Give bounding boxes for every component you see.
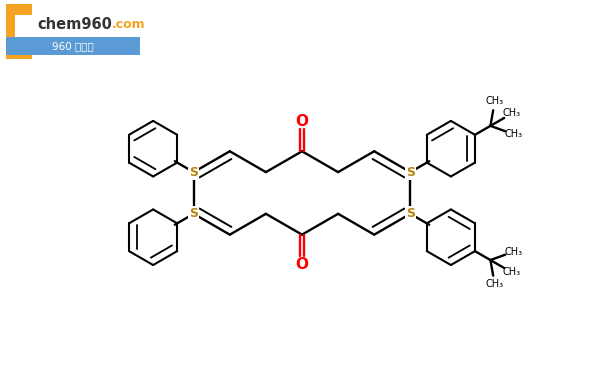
Text: O: O: [295, 257, 309, 272]
Text: S: S: [406, 207, 415, 220]
FancyBboxPatch shape: [6, 37, 140, 55]
Text: CH₃: CH₃: [505, 129, 523, 140]
Text: CH₃: CH₃: [486, 279, 504, 290]
Text: O: O: [295, 114, 309, 129]
Text: 960 化工网: 960 化工网: [52, 41, 94, 51]
Text: CH₃: CH₃: [503, 267, 521, 278]
Polygon shape: [6, 4, 32, 59]
Text: S: S: [406, 166, 415, 178]
Text: CH₃: CH₃: [503, 108, 521, 118]
Text: CH₃: CH₃: [505, 247, 523, 256]
Text: S: S: [189, 207, 198, 220]
Text: S: S: [189, 166, 198, 178]
Text: .com: .com: [111, 18, 145, 31]
Text: CH₃: CH₃: [486, 96, 504, 106]
Text: chem960: chem960: [37, 17, 112, 32]
